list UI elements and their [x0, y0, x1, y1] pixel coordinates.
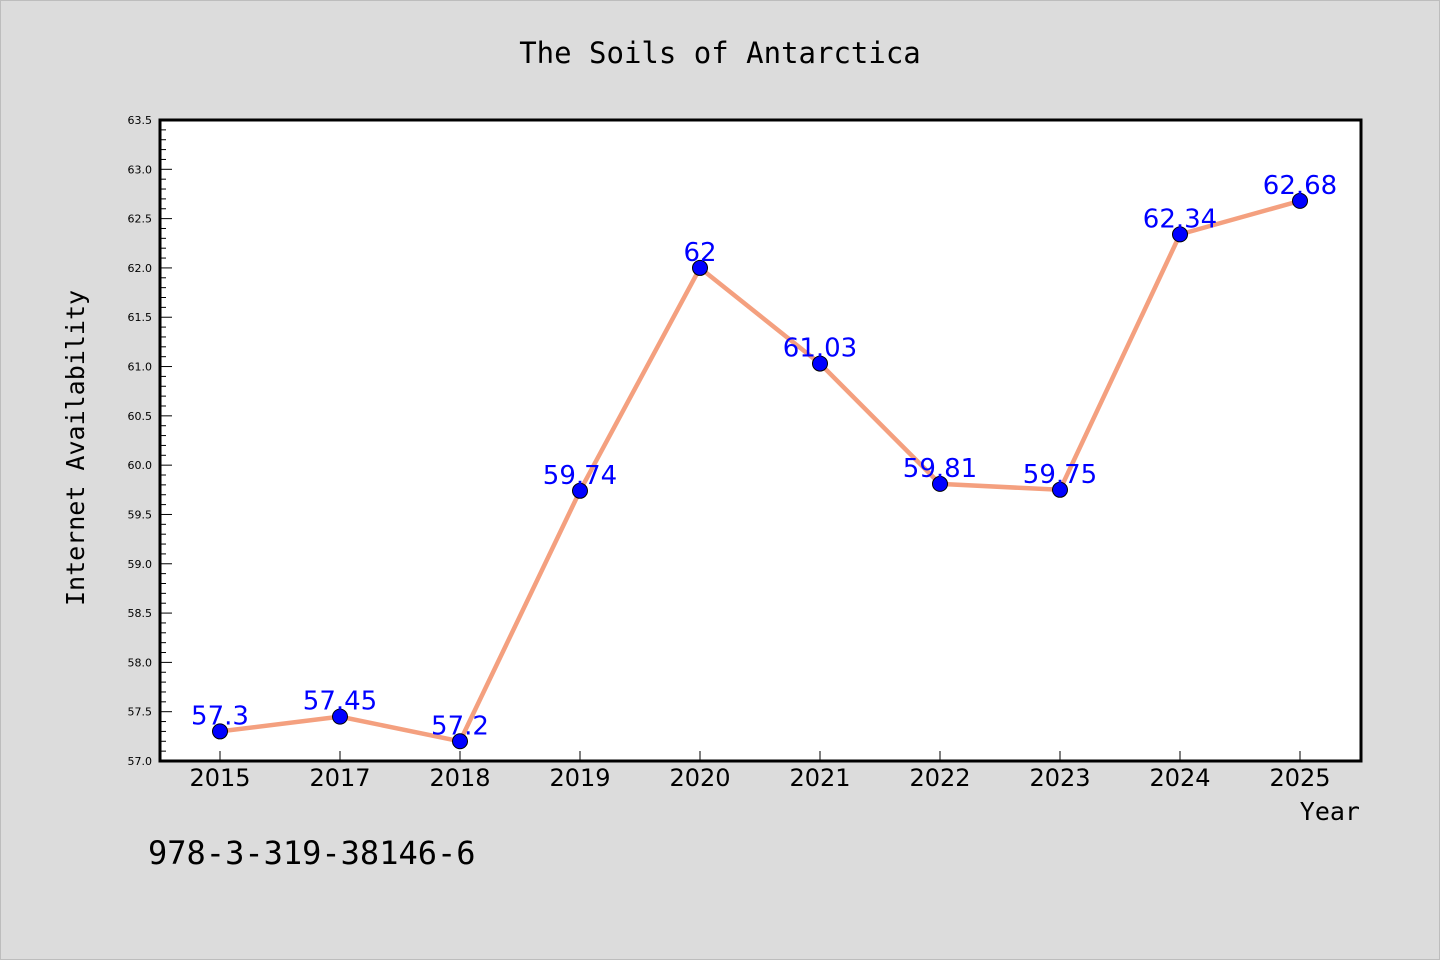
data-point-marker: [212, 723, 228, 740]
x-tick-label: 2019: [549, 764, 610, 792]
y-tick-label: 60.0: [128, 459, 153, 472]
y-tick-label: 63.5: [128, 114, 153, 127]
y-tick-label: 63.0: [128, 163, 153, 176]
x-tick-label: 2020: [669, 764, 730, 792]
chart-title: The Soils of Antarctica: [519, 36, 921, 70]
data-point-marker: [332, 708, 348, 725]
x-tick-label: 2018: [429, 764, 490, 792]
x-tick-label: 2017: [309, 764, 370, 792]
data-point-marker: [1052, 481, 1068, 498]
data-label: 59.81: [903, 454, 977, 484]
data-point-marker: [692, 259, 708, 276]
series-line: [217, 198, 1303, 744]
y-axis-label: Internet Availability: [61, 290, 90, 606]
data-point-marker: [812, 355, 828, 372]
y-tick-label: 58.0: [128, 656, 153, 669]
y-tick-label: 61.0: [128, 361, 153, 374]
data-point-marker: [1172, 226, 1188, 243]
data-point-marker: [452, 733, 468, 750]
data-markers: [212, 192, 1308, 750]
y-tick-label: 62.5: [128, 213, 153, 226]
x-tick-label: 2015: [189, 764, 250, 792]
x-tick-label: 2024: [1149, 764, 1210, 792]
y-tick-label: 60.5: [128, 410, 153, 423]
data-label: 59.75: [1023, 460, 1097, 490]
plot-area: [158, 118, 1363, 763]
y-tick-label: 59.0: [128, 558, 153, 571]
data-point-marker: [1292, 192, 1308, 209]
y-tick-label: 57.5: [128, 706, 153, 719]
y-axis-ticks: 57.0 57.5 58.0 58.5 59.0 59.5 60.0 60.5 61.0 61.5…: [128, 114, 172, 768]
data-labels: 57.3 57.45 57.2 59.74 62 61.03 59.81 59.75 62.34…: [191, 171, 1337, 741]
x-tick-label: 2021: [789, 764, 850, 792]
y-tick-label: 62.0: [128, 262, 153, 275]
x-tick-label: 2022: [909, 764, 970, 792]
y-tick-label: 61.5: [128, 311, 153, 324]
x-tick-label: 2023: [1029, 764, 1090, 792]
x-axis-ticks: 2015 2017 2018 2019 2020 2021 2022 2023 2024 2025: [189, 751, 1331, 792]
data-label: 57.45: [303, 687, 377, 717]
data-label: 62.34: [1143, 204, 1217, 234]
data-label: 57.3: [191, 701, 249, 731]
y-tick-label: 59.5: [128, 508, 153, 521]
x-axis-label: Year: [1300, 797, 1360, 826]
data-point-marker: [932, 475, 948, 492]
y-tick-label: 58.5: [128, 607, 153, 620]
data-point-marker: [572, 482, 588, 499]
x-tick-label: 2025: [1269, 764, 1330, 792]
data-label: 59.74: [543, 461, 617, 491]
data-label: 62.68: [1263, 171, 1337, 201]
series-line-group: [217, 198, 1303, 744]
data-label: 61.03: [783, 334, 857, 364]
data-label: 62: [683, 238, 716, 268]
data-label: 57.2: [431, 711, 489, 741]
y-tick-label: 57.0: [128, 755, 153, 768]
footer-isbn: 978-3-319-38146-6: [148, 834, 476, 872]
